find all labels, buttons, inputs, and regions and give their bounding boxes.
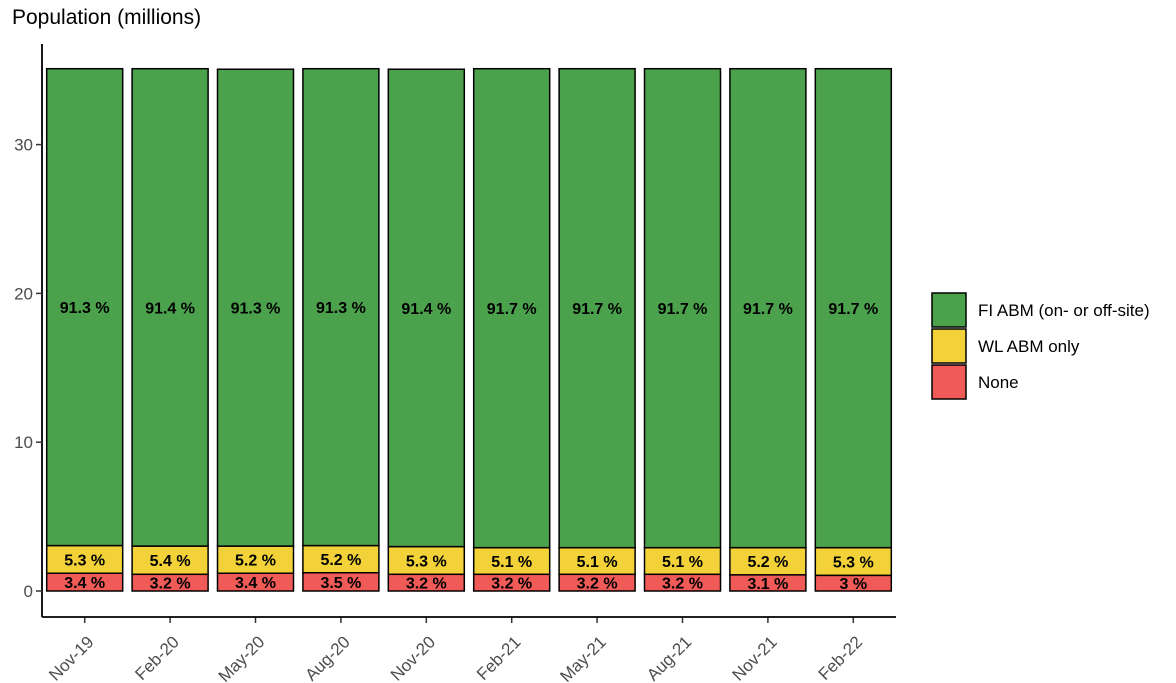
x-tick-label: Aug-20 <box>302 632 354 683</box>
bar-segment <box>472 546 551 576</box>
bar-segment <box>302 67 380 547</box>
bar-value-label: 91.7 % <box>487 301 537 318</box>
bar-value-label: 91.3 % <box>316 300 366 317</box>
bar-value-label: 3.2 % <box>406 576 447 593</box>
bar-value-label: 5.1 % <box>491 554 532 571</box>
bar-value-label: 91.3 % <box>60 300 110 317</box>
x-tick-label: Feb-20 <box>131 632 183 683</box>
bar-value-label: 5.3 % <box>64 552 105 569</box>
bar-segment <box>729 67 807 549</box>
legend-label: WL ABM only <box>978 337 1080 356</box>
bars-layer: 3.4 % 5.3 % 91.3 % 3.2 % 5.4 % 91.4 % 3.4 % 5.2… <box>45 67 893 593</box>
bar-segment <box>387 545 466 576</box>
bar-segment <box>729 546 807 576</box>
bar-value-label: 5.2 % <box>235 553 276 570</box>
bar-segment <box>131 67 209 547</box>
bar-value-label: 3.2 % <box>577 576 618 593</box>
y-tick-label: 10 <box>14 433 33 452</box>
bar-value-label: 5.3 % <box>833 554 874 571</box>
x-tick-label: Nov-20 <box>387 632 439 683</box>
x-tick-label: Feb-21 <box>473 632 525 683</box>
x-tick-label: May-20 <box>215 632 269 683</box>
bar-segment <box>558 67 636 549</box>
bar-value-label: 91.7 % <box>743 301 793 318</box>
bar-value-label: 5.1 % <box>662 554 703 571</box>
x-tick-label: Nov-21 <box>729 632 781 683</box>
bar-value-label: 3.1 % <box>747 576 788 593</box>
y-tick-label: 0 <box>24 582 33 601</box>
bar-segment <box>558 546 636 576</box>
legend-swatch <box>931 328 967 364</box>
legend-swatch <box>931 364 967 400</box>
bar-segment <box>302 544 380 574</box>
bar-value-label: 5.2 % <box>747 554 788 571</box>
bar-value-label: 3.4 % <box>64 575 105 592</box>
x-tick-label: May-21 <box>556 632 610 683</box>
bar-segment <box>643 67 722 549</box>
bar-value-label: 3 % <box>840 576 868 593</box>
bar-value-label: 91.7 % <box>658 301 708 318</box>
legend-label: FI ABM (on- or off-site) <box>978 301 1150 320</box>
bar-segment <box>216 68 295 547</box>
bar-segment <box>472 67 551 549</box>
bar-value-label: 3.2 % <box>150 576 191 593</box>
bar-value-label: 3.2 % <box>491 576 532 593</box>
bar-value-label: 3.4 % <box>235 575 276 592</box>
bar-segment <box>643 546 722 576</box>
bar-segment <box>216 545 295 574</box>
legend-label: None <box>978 373 1019 392</box>
bar-value-label: 91.4 % <box>401 301 451 318</box>
x-tick-label: Nov-19 <box>45 632 97 683</box>
bar-value-label: 91.4 % <box>145 300 195 317</box>
bar-value-label: 5.1 % <box>577 554 618 571</box>
bar-segment <box>387 68 466 548</box>
bar-value-label: 5.3 % <box>406 553 447 570</box>
x-tick-label: Feb-22 <box>815 632 867 683</box>
bar-value-label: 91.7 % <box>572 301 622 318</box>
legend: FI ABM (on- or off-site) WL ABM only None <box>931 292 1150 400</box>
bar-value-label: 3.5 % <box>320 575 361 592</box>
bar-value-label: 5.2 % <box>320 552 361 569</box>
chart-title: Population (millions) <box>12 6 202 29</box>
bar-segment <box>814 67 893 549</box>
y-tick-label: 20 <box>14 284 33 303</box>
x-tick-label: Aug-21 <box>643 632 695 683</box>
bar-value-label: 3.2 % <box>662 576 703 593</box>
bar-value-label: 91.7 % <box>828 301 878 318</box>
legend-swatch <box>931 292 967 328</box>
bar-segment <box>45 67 124 547</box>
bar-value-label: 5.4 % <box>150 553 191 570</box>
bar-value-label: 91.3 % <box>231 301 281 318</box>
y-tick-label: 30 <box>14 136 33 155</box>
